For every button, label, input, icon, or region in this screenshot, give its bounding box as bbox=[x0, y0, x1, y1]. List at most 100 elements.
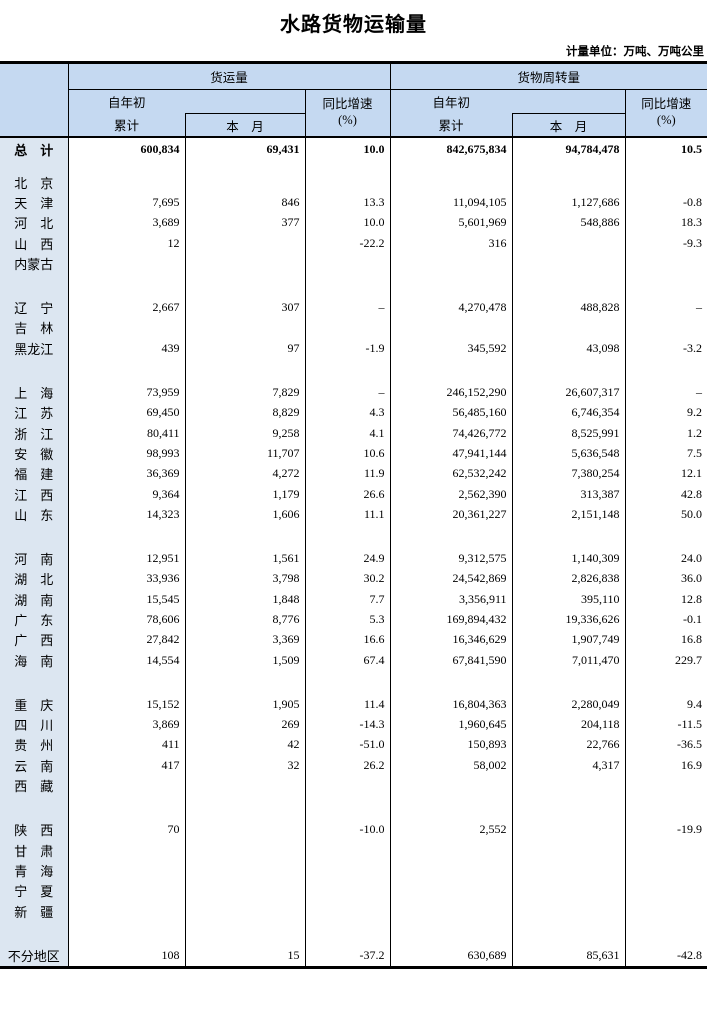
value-cell: 1,179 bbox=[185, 483, 306, 505]
region-label-cell: 辽 宁 bbox=[0, 297, 69, 318]
value-cell: 24,542,869 bbox=[390, 568, 513, 590]
value-cell bbox=[305, 880, 391, 901]
value-cell: 8,776 bbox=[185, 609, 306, 630]
value-cell: 417 bbox=[68, 755, 186, 776]
value-cell bbox=[512, 317, 626, 339]
value-cell bbox=[512, 232, 626, 254]
value-cell bbox=[390, 172, 513, 193]
value-cell: -14.3 bbox=[305, 714, 391, 735]
value-cell: 4,317 bbox=[512, 755, 626, 776]
table-row: 海 南 14,554 1,509 67.4 67,841,590 7,011,470 229… bbox=[0, 649, 707, 671]
value-cell bbox=[390, 273, 513, 298]
value-cell: 5,636,548 bbox=[512, 443, 626, 464]
value-cell: 12 bbox=[68, 232, 186, 254]
value-cell bbox=[305, 921, 391, 946]
value-cell: 2,280,049 bbox=[512, 694, 626, 715]
spacer-row bbox=[0, 524, 707, 549]
value-cell bbox=[512, 880, 626, 901]
group-header-freight-turnover: 货物周转量 bbox=[390, 62, 707, 90]
value-cell: – bbox=[305, 382, 391, 403]
value-cell: 488,828 bbox=[512, 297, 626, 318]
value-cell: 345,592 bbox=[390, 338, 513, 359]
value-cell: 43,098 bbox=[512, 338, 626, 359]
value-cell: 9.2 bbox=[687, 405, 703, 420]
value-cell bbox=[185, 172, 306, 193]
value-cell bbox=[625, 318, 707, 338]
value-cell bbox=[185, 160, 306, 172]
value-cell bbox=[68, 921, 186, 946]
value-cell: 6,746,354 bbox=[512, 402, 626, 423]
value-cell bbox=[68, 273, 186, 298]
value-cell bbox=[305, 900, 391, 922]
value-cell: 8,829 bbox=[185, 402, 306, 423]
table-row: 上 海 73,959 7,829–246,152,290 26,607,317– bbox=[0, 382, 707, 403]
value-cell: 411 bbox=[68, 734, 186, 756]
value-cell: 150,893 bbox=[390, 734, 513, 756]
value-cell bbox=[305, 172, 391, 193]
region-label-cell: 甘 肃 bbox=[0, 840, 69, 861]
value-cell bbox=[185, 253, 306, 274]
value-cell bbox=[305, 775, 391, 796]
value-cell bbox=[68, 172, 186, 193]
value-cell bbox=[185, 840, 306, 861]
freight-table: 货运量 货物周转量 自年初 同比增速 (%) 自年初 同比增速 (%) 累计 bbox=[0, 61, 707, 969]
spacer-row bbox=[0, 921, 707, 946]
region-label-cell bbox=[0, 160, 69, 172]
region-label-cell: 西 藏 bbox=[0, 775, 69, 796]
value-cell: 26.6 bbox=[305, 483, 391, 505]
value-cell: 4.3 bbox=[305, 402, 391, 423]
value-cell: 269 bbox=[185, 714, 306, 735]
value-cell bbox=[512, 670, 626, 695]
table-row: 不分地区 108 15 -37.2 630,689 85,631 -42.8 bbox=[0, 945, 707, 967]
table-row: 甘 肃 bbox=[0, 840, 707, 861]
value-cell bbox=[390, 160, 513, 172]
value-cell: 85,631 bbox=[512, 945, 626, 967]
table-row: 浙 江 80,411 9,258 4.1 74,426,772 8,525,991 1.2 bbox=[0, 422, 707, 444]
value-cell bbox=[512, 840, 626, 861]
region-label-cell: 新 疆 bbox=[0, 900, 69, 922]
value-cell: 11.4 bbox=[305, 694, 391, 715]
value-cell: 74,426,772 bbox=[390, 422, 513, 444]
value-cell: 307 bbox=[185, 297, 306, 318]
value-cell: 630,689 bbox=[390, 945, 513, 967]
value-cell bbox=[390, 775, 513, 796]
header-growth-line2: (%) bbox=[338, 113, 357, 127]
header-cumulative-line2-volume: 累计 bbox=[68, 113, 186, 137]
table-row: 黑龙江 439 97 -1.9 345,592 43,098 -3.2 bbox=[0, 338, 707, 359]
value-cell: – bbox=[305, 297, 391, 318]
value-cell: -9.3 bbox=[683, 235, 703, 250]
value-cell: 3,369 bbox=[185, 629, 306, 650]
value-cell: 7.5 bbox=[687, 445, 703, 460]
region-label-cell: 青 海 bbox=[0, 860, 69, 881]
value-cell bbox=[68, 253, 186, 274]
header-growth-volume: 同比增速 (%) bbox=[304, 89, 391, 137]
table-row: 山 东 14,323 1,606 11.1 20,361,227 2,151,148 50.… bbox=[0, 504, 707, 525]
value-cell bbox=[625, 840, 707, 860]
value-cell: 36,369 bbox=[68, 463, 186, 484]
value-cell bbox=[625, 881, 707, 901]
value-cell: 1,127,686 bbox=[512, 192, 626, 213]
value-cell: 3,798 bbox=[185, 568, 306, 590]
value-cell: 108 bbox=[68, 945, 186, 967]
value-cell: 24.0 bbox=[681, 551, 703, 566]
value-cell: 16,804,363 bbox=[390, 694, 513, 715]
value-cell: 1,960,645 bbox=[390, 714, 513, 735]
value-cell: 313,387 bbox=[512, 483, 626, 505]
value-cell bbox=[185, 232, 306, 254]
value-cell: 97 bbox=[185, 338, 306, 359]
value-cell: 30.2 bbox=[305, 568, 391, 590]
header-growth-line1: 同比增速 bbox=[322, 97, 373, 112]
value-cell: 20,361,227 bbox=[390, 504, 513, 525]
region-label-cell bbox=[0, 358, 69, 383]
value-cell bbox=[512, 358, 626, 383]
spacer-row bbox=[0, 273, 707, 298]
value-cell: 5.3 bbox=[305, 609, 391, 630]
value-cell: 62,532,242 bbox=[390, 463, 513, 484]
value-cell bbox=[625, 796, 707, 820]
value-cell bbox=[390, 880, 513, 901]
table-row: 云 南 417 32 26.2 58,002 4,317 16.9 bbox=[0, 755, 707, 776]
value-cell: 10.0 bbox=[305, 137, 391, 160]
value-cell bbox=[68, 670, 186, 695]
value-cell: 2,562,390 bbox=[390, 483, 513, 505]
